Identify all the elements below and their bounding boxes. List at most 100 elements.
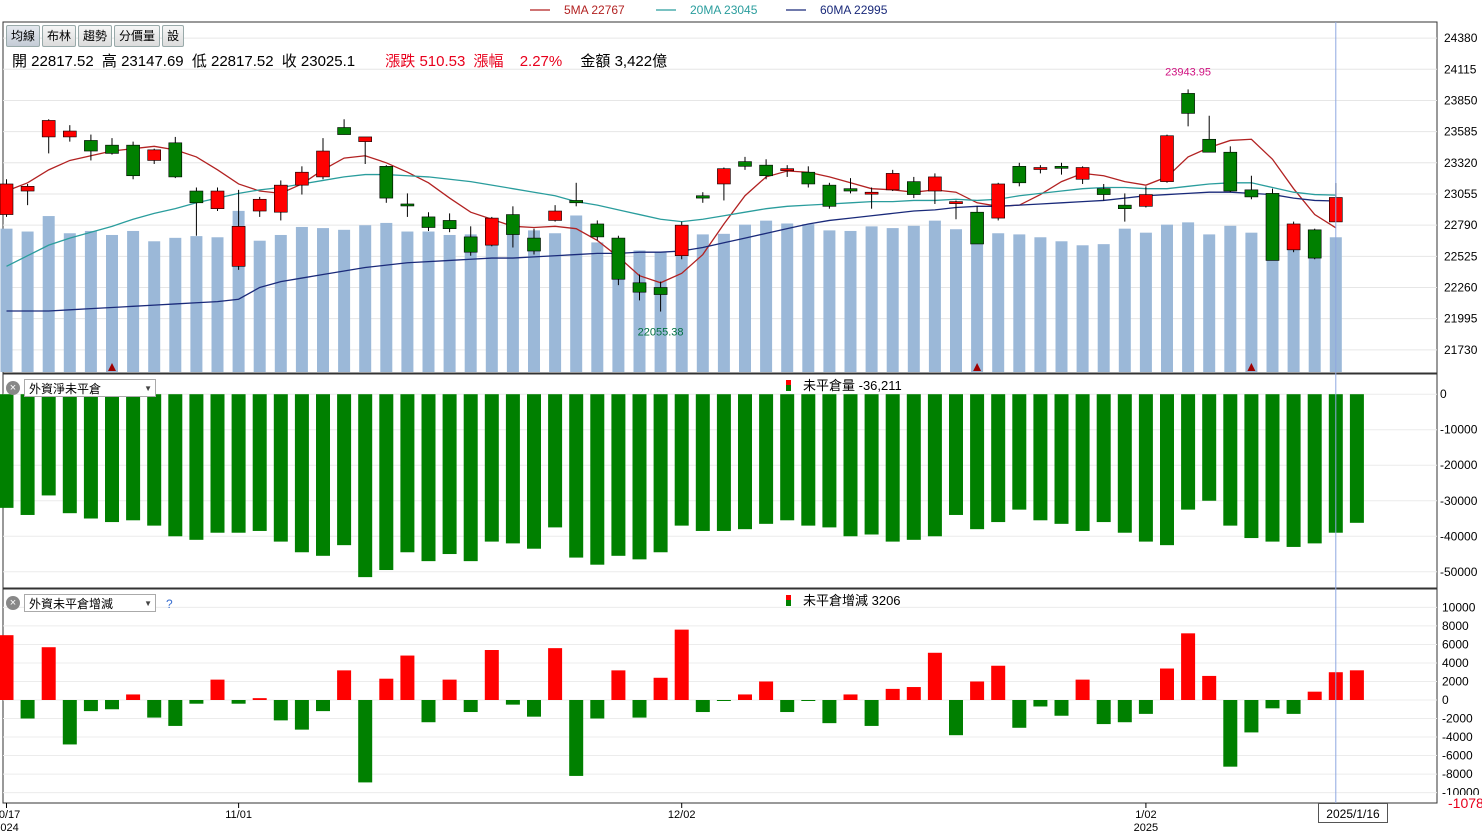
panel3-indicator-select[interactable]: 外資未平倉增減 ▼ <box>24 594 156 612</box>
panel2-indicator-select[interactable]: 外資淨未平倉 ▼ <box>24 379 156 397</box>
volume-bar <box>1097 244 1110 372</box>
candle-body <box>358 136 373 142</box>
trend-button[interactable]: 趨勢 <box>78 25 113 47</box>
ohlc-readout: 開 22817.52 高 23147.69 低 22817.52 收 23025… <box>12 50 671 71</box>
chg-bar <box>442 679 457 700</box>
oi-bar <box>1265 394 1280 542</box>
oi-bar <box>738 394 752 530</box>
chg-bar <box>674 629 689 700</box>
chg-bar <box>1286 700 1301 714</box>
chg-bar <box>527 700 541 717</box>
candle-body <box>421 216 436 228</box>
volume-bar <box>295 226 308 372</box>
candle-body <box>84 140 98 152</box>
candle-body <box>210 190 225 209</box>
volume-by-price-button[interactable]: 分價量 <box>114 25 161 47</box>
oi-bar <box>1223 394 1238 526</box>
oi-bar <box>210 394 225 533</box>
oi-bar <box>484 394 499 542</box>
chg-bar <box>41 647 56 700</box>
oi-bar <box>527 394 541 549</box>
x-tick-year: 2024 <box>0 822 19 834</box>
chg-bar <box>949 700 963 736</box>
cursor-date-label: 2025/1/16 <box>1318 803 1388 823</box>
oi-bar <box>548 394 563 528</box>
bollinger-button[interactable]: 布林 <box>42 25 77 47</box>
help-icon[interactable]: ? <box>166 597 173 611</box>
oi-legend-icon <box>786 380 791 391</box>
close-panel2-icon[interactable]: × <box>6 381 20 395</box>
marker-triangle-icon <box>108 363 116 371</box>
candle-body <box>885 173 900 191</box>
volume-bar <box>675 249 688 372</box>
oi-bar <box>1181 394 1196 510</box>
chg-bar <box>83 700 98 712</box>
chg-bar <box>632 700 647 718</box>
candle-body <box>231 226 246 267</box>
candle-body <box>949 201 963 204</box>
candle-body <box>337 127 351 135</box>
chg-bar <box>569 700 584 776</box>
change-value: 漲跌 510.53 <box>385 53 466 70</box>
chg-bar <box>927 652 942 700</box>
chg-bar <box>1075 679 1090 700</box>
oi-tick-label: -20000 <box>1440 458 1478 472</box>
candle-body <box>970 211 984 245</box>
oi-bar <box>1349 394 1364 523</box>
chg-tick-label: 4000 <box>1442 656 1469 670</box>
chg-bar <box>126 694 141 700</box>
oi-bar <box>949 394 963 515</box>
candle-body <box>738 161 752 167</box>
price-tick-label: 22525 <box>1444 249 1478 263</box>
chg-bar <box>337 670 352 700</box>
ma-toggle-button[interactable]: 均線 <box>6 25 41 47</box>
oi-bar <box>885 394 900 542</box>
oi-legend-icon-top <box>786 380 791 385</box>
oi-bar <box>400 394 415 553</box>
price-tick-label: 24380 <box>1444 31 1478 45</box>
high-annotation: 23943.95 <box>1165 66 1211 78</box>
oi-bar <box>927 394 942 537</box>
volume-bar <box>359 225 372 372</box>
oi-bar <box>231 394 246 533</box>
oi-bar <box>1117 394 1132 533</box>
volume-bar <box>633 250 646 372</box>
oi-bar <box>62 394 77 514</box>
chg-bar <box>463 700 478 713</box>
chg-overflow-bg <box>1438 795 1482 809</box>
candle-body <box>780 168 795 171</box>
chg-bar <box>1054 700 1069 716</box>
volume-bar <box>928 220 941 372</box>
oi-bar <box>1054 394 1069 524</box>
oi-tick-label: -10000 <box>1440 423 1478 437</box>
volume-bar <box>717 233 730 372</box>
candle-body <box>126 144 140 177</box>
volume-bar <box>506 234 519 372</box>
chg-bar <box>0 635 14 700</box>
amount-value: 金額 3,422億 <box>580 53 668 70</box>
oi-bar <box>970 394 985 530</box>
chg-tick-label: -4000 <box>1442 730 1473 744</box>
oi-bar <box>1138 394 1153 542</box>
volume-bar <box>464 234 477 372</box>
chg-bar <box>1181 633 1196 700</box>
candle-body <box>1181 93 1195 114</box>
candle-body <box>991 183 1006 219</box>
chg-bar <box>759 681 774 700</box>
volume-bar <box>823 230 836 372</box>
chg-bar <box>1202 675 1217 700</box>
price-tick-label: 23585 <box>1444 125 1478 139</box>
close-panel3-icon[interactable]: × <box>6 596 20 610</box>
chg-bar <box>780 700 795 713</box>
oi-bar <box>358 394 373 578</box>
volume-bar <box>886 228 899 372</box>
chg-tick-label: 2000 <box>1442 674 1469 688</box>
settings-button[interactable]: 設 <box>162 25 185 47</box>
x-tick-label: 10/17 <box>0 809 20 821</box>
chg-bar <box>20 700 35 719</box>
candle-body <box>1139 194 1153 207</box>
volume-bar <box>274 234 287 372</box>
marker-triangle-icon <box>973 363 982 371</box>
candle-body <box>168 142 183 178</box>
